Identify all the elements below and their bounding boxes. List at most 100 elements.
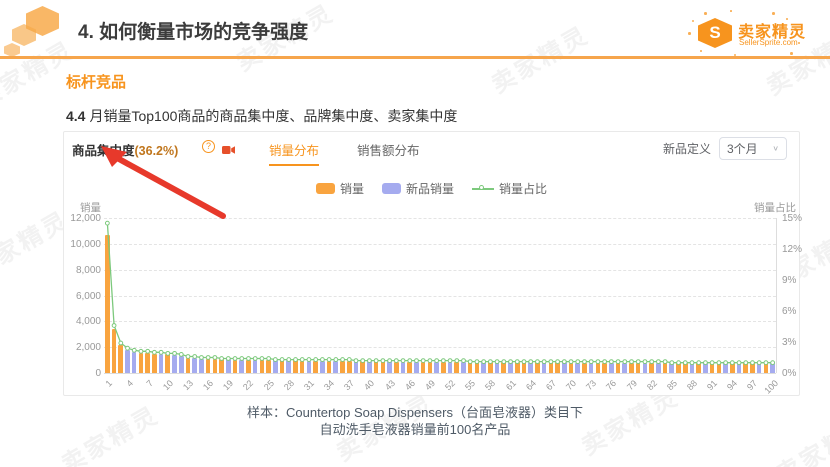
- period-select-value: 3个月: [727, 142, 758, 156]
- logo-dot: [688, 32, 691, 35]
- bar-rank-78: [622, 362, 628, 373]
- video-tutorial-icon[interactable]: [222, 142, 235, 160]
- right-axis-title: 销量占比: [754, 202, 796, 214]
- new-product-filter: 新品定义 3个月 ∨: [663, 137, 787, 160]
- help-icon[interactable]: ?: [202, 140, 215, 153]
- bar-chart-plot-area: [104, 218, 776, 373]
- metric-label: 商品集中度: [72, 144, 135, 158]
- x-axis-tick-label: 19: [221, 378, 236, 393]
- bar-rank-5: [131, 352, 137, 373]
- x-axis-tick-label: 70: [563, 378, 579, 393]
- share-line-series: [104, 220, 776, 366]
- bar-rank-61: [508, 362, 513, 373]
- bar-rank-27: [279, 360, 285, 373]
- bar-rank-39: [360, 361, 365, 373]
- bar-rank-80: [635, 362, 641, 373]
- bar-rank-3: [118, 345, 124, 373]
- section-label: 标杆竞品: [66, 74, 127, 91]
- x-axis-tick-label: 82: [644, 378, 659, 393]
- bar-rank-17: [212, 359, 218, 373]
- bar-rank-31: [306, 360, 312, 373]
- x-axis-tick-label: 10: [160, 378, 175, 393]
- bar-rank-43: [387, 361, 392, 373]
- gridline: [104, 218, 776, 219]
- tab-revenue-distribution[interactable]: 销售额分布: [357, 144, 420, 158]
- bar-rank-33: [320, 360, 325, 373]
- logo-dot: [730, 10, 732, 12]
- bar-rank-4: [125, 350, 130, 373]
- bar-rank-14: [192, 358, 197, 373]
- bar-rank-72: [582, 362, 587, 373]
- bar-rank-45: [400, 361, 406, 373]
- right-axis-tick-label: 0%: [782, 368, 797, 379]
- period-select[interactable]: 3个月 ∨: [719, 137, 787, 160]
- x-axis-tick-label: 37: [342, 378, 357, 393]
- x-axis-tick-label: 55: [463, 378, 478, 393]
- bar-rank-89: [696, 363, 701, 373]
- bar-rank-36: [340, 361, 345, 373]
- x-axis-tick-label: 88: [684, 378, 700, 393]
- new-product-definition-label: 新品定义: [662, 142, 711, 156]
- bar-rank-29: [293, 360, 298, 373]
- legend-swatch: [315, 183, 335, 194]
- legend-label: 销量: [339, 182, 364, 196]
- bar-rank-99: [763, 363, 769, 373]
- bar-rank-88: [689, 363, 695, 373]
- logo-dot: [786, 18, 788, 20]
- legend-item[interactable]: 销量: [315, 180, 364, 197]
- bar-rank-77: [615, 362, 621, 373]
- bar-rank-91: [709, 363, 715, 373]
- x-axis-tick-label: 79: [624, 378, 639, 393]
- x-axis-tick-label: 67: [543, 378, 558, 393]
- bar-rank-63: [521, 362, 527, 373]
- logo-brand-name: 卖家精灵: [738, 24, 807, 41]
- logo-hexagon-icon: S: [698, 18, 732, 48]
- x-axis-tick-label: 64: [523, 378, 538, 393]
- bar-rank-93: [723, 363, 728, 373]
- bar-rank-97: [750, 363, 755, 373]
- x-axis-line: [104, 373, 776, 374]
- bar-rank-47: [414, 361, 419, 373]
- bar-rank-19: [225, 359, 231, 373]
- bar-rank-52: [447, 361, 453, 373]
- x-axis-tick-label: 40: [362, 378, 377, 393]
- bar-rank-44: [393, 361, 399, 373]
- bar-rank-53: [454, 361, 460, 373]
- legend-label: 销量占比: [499, 182, 548, 196]
- tab-sales-distribution[interactable]: 销量分布: [269, 140, 320, 166]
- bar-rank-11: [172, 354, 177, 373]
- bar-rank-10: [165, 354, 171, 373]
- legend-item[interactable]: 销量占比: [472, 180, 547, 197]
- logo-dot: [734, 54, 736, 56]
- x-axis-tick-label: 73: [584, 378, 599, 393]
- chart-legend: 销量 新品销量 销量占比: [64, 180, 799, 197]
- bar-rank-84: [662, 362, 668, 373]
- brand-logo: S 卖家精灵 SellerSprite.com: [686, 10, 816, 58]
- bar-rank-54: [461, 362, 466, 373]
- x-axis-tick-label: 22: [241, 378, 256, 393]
- legend-item[interactable]: 新品销量: [381, 180, 454, 197]
- bar-rank-70: [568, 362, 574, 373]
- chart-panel: 商品集中度(36.2%) ? 销量分布 销售额分布 新品定义 3个月 ∨ 销量 新品…: [63, 131, 802, 396]
- x-axis-tick-label: 61: [503, 378, 518, 393]
- bar-rank-67: [548, 362, 554, 373]
- x-axis-tick-label: 7: [144, 378, 155, 389]
- x-axis-tick-label: 97: [745, 378, 760, 393]
- chevron-down-icon: ∨: [772, 144, 779, 153]
- metric-title: 商品集中度(36.2%): [72, 140, 178, 159]
- x-axis-tick-label: 4: [123, 378, 135, 389]
- bar-rank-76: [609, 362, 614, 373]
- legend-label: 新品销量: [405, 182, 454, 196]
- bar-rank-37: [346, 361, 352, 373]
- x-axis-tick-label: 31: [301, 378, 317, 393]
- bar-rank-26: [273, 360, 278, 373]
- y-axis-tick-label: 6,000: [75, 290, 101, 302]
- bar-rank-21: [239, 359, 244, 373]
- bar-rank-85: [669, 363, 675, 373]
- bar-rank-40: [367, 361, 372, 373]
- bar-rank-38: [353, 361, 359, 373]
- bar-rank-41: [373, 361, 379, 373]
- bar-rank-74: [595, 362, 601, 373]
- bar-rank-50: [434, 361, 439, 373]
- logo-dot: [692, 20, 694, 22]
